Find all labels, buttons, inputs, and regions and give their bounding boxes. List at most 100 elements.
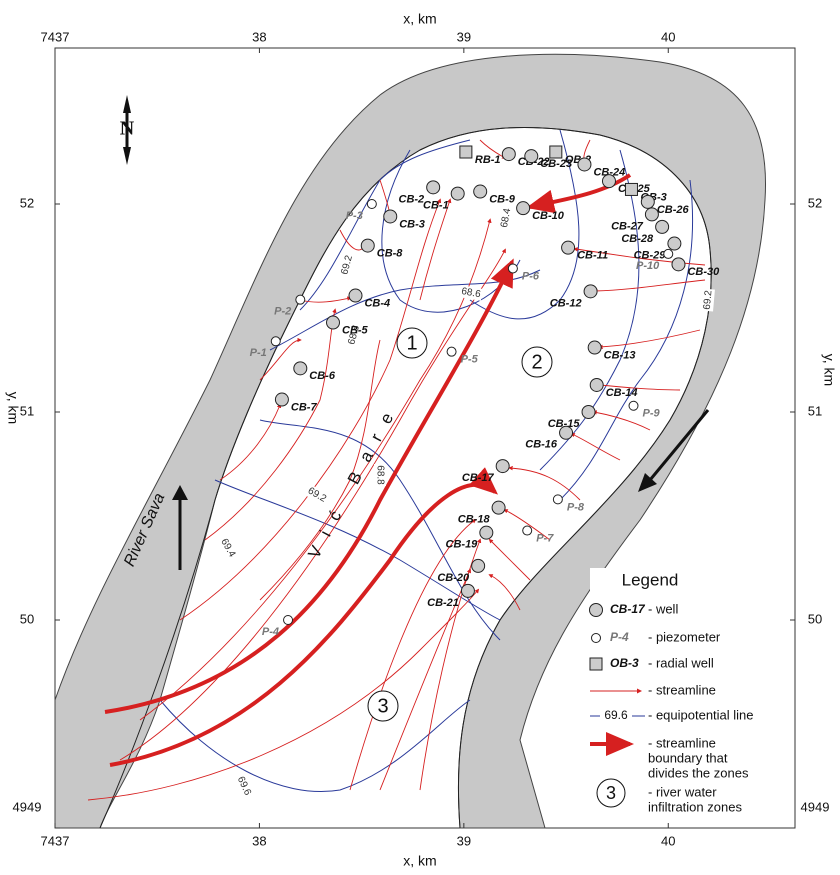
well-label: CB-12 bbox=[550, 297, 582, 309]
zone-marker bbox=[396, 327, 428, 359]
well-label: CB-21 bbox=[427, 597, 459, 609]
well bbox=[460, 583, 475, 598]
well bbox=[561, 240, 576, 255]
x-tick-label: 7437 bbox=[41, 29, 70, 44]
legend-text: - well bbox=[648, 601, 678, 616]
well bbox=[589, 377, 604, 392]
well-label: P-8 bbox=[567, 501, 585, 513]
legend-sample: CB-17 bbox=[610, 602, 646, 616]
zone-label: 1 bbox=[406, 332, 417, 354]
piezometer bbox=[270, 336, 281, 347]
well-label: CB-5 bbox=[342, 324, 369, 336]
radial-well bbox=[549, 145, 563, 159]
well bbox=[583, 284, 598, 299]
contour-label-bg bbox=[233, 773, 255, 799]
legend-text: - equipotential line bbox=[648, 707, 754, 722]
well bbox=[495, 459, 510, 474]
contour-label-bg bbox=[701, 288, 715, 312]
well-label: P-3 bbox=[346, 210, 363, 222]
well-label: CB-19 bbox=[446, 539, 479, 551]
zone-marker bbox=[367, 690, 399, 722]
well bbox=[293, 361, 308, 376]
well bbox=[471, 558, 486, 573]
well-label: CB-13 bbox=[604, 349, 636, 361]
well-label: CB-16 bbox=[525, 439, 558, 451]
well-label: CB-28 bbox=[621, 233, 654, 245]
well-label: RB-1 bbox=[475, 154, 501, 166]
legend-sample: P-4 bbox=[610, 630, 629, 644]
well-label: CB-20 bbox=[437, 572, 470, 584]
legend-text: - radial well bbox=[648, 655, 714, 670]
flow-arrow bbox=[638, 473, 657, 492]
y-axis-label: y, km bbox=[821, 354, 837, 386]
well-label: CB-24 bbox=[593, 166, 625, 178]
well bbox=[450, 186, 465, 201]
well bbox=[501, 147, 516, 162]
north-label: N bbox=[120, 118, 135, 140]
legend-sample: OB-3 bbox=[610, 656, 639, 670]
y-tick-label: 52 bbox=[20, 195, 34, 210]
well bbox=[383, 209, 398, 224]
contour-label: 68.8 bbox=[374, 465, 385, 485]
well-label: CB-8 bbox=[377, 248, 404, 260]
well bbox=[601, 174, 616, 189]
well bbox=[589, 603, 603, 617]
well-label: P-7 bbox=[536, 532, 554, 544]
x-axis-label: x, km bbox=[403, 11, 436, 27]
well bbox=[671, 257, 686, 272]
well-label: CB-2 bbox=[399, 193, 425, 205]
well-label: CB-7 bbox=[291, 401, 318, 413]
piezometer bbox=[283, 615, 294, 625]
contour-label-bg bbox=[498, 206, 514, 230]
contour-label-bg bbox=[217, 535, 239, 561]
flow-arrow bbox=[648, 409, 710, 481]
well-label: CB-23 bbox=[540, 158, 572, 170]
piezometer bbox=[663, 248, 674, 259]
well bbox=[426, 180, 441, 195]
well bbox=[581, 405, 596, 419]
legend-text: - piezometer bbox=[648, 629, 721, 644]
legend-text: - river water bbox=[648, 784, 717, 799]
well bbox=[559, 425, 574, 440]
contour-label: 69.2 bbox=[339, 254, 355, 276]
x-tick-label: 38 bbox=[252, 29, 266, 44]
well bbox=[479, 525, 494, 540]
well bbox=[326, 315, 341, 330]
legend-sample: 3 bbox=[606, 783, 616, 803]
well-label: CB-27 bbox=[611, 220, 644, 232]
contour-label: 68.8 bbox=[346, 324, 362, 346]
legend-text: boundary that bbox=[648, 750, 728, 765]
x-tick-label: 38 bbox=[252, 833, 266, 848]
well-label: CB-30 bbox=[687, 266, 720, 278]
well-label: CB-17 bbox=[462, 472, 495, 484]
well-label: CB-10 bbox=[532, 210, 565, 222]
legend: Legend CB-17- well P-4 - piezometer OB-3 - ra… bbox=[589, 570, 754, 814]
well-label: CB-4 bbox=[364, 297, 390, 309]
y-axis-label: y, km bbox=[5, 392, 21, 424]
piezometer bbox=[507, 263, 518, 274]
zone-label: 2 bbox=[531, 351, 542, 373]
well bbox=[473, 184, 488, 199]
legend-sample: 69.6 bbox=[604, 708, 628, 722]
contour-label-bg bbox=[374, 464, 386, 486]
well bbox=[577, 157, 592, 172]
y-tick-label: 50 bbox=[20, 611, 34, 626]
x-tick-label: 39 bbox=[457, 29, 471, 44]
well-label: CB-6 bbox=[309, 370, 336, 382]
x-tick-label: 7437 bbox=[41, 833, 70, 848]
zone-label: 3 bbox=[377, 695, 388, 717]
contour-label-bg bbox=[304, 484, 330, 506]
zone-marker bbox=[521, 346, 553, 378]
y-tick-label: 52 bbox=[808, 195, 822, 210]
well-label: P-2 bbox=[274, 306, 291, 318]
y-tick-label: 51 bbox=[808, 403, 822, 418]
well-label: P-6 bbox=[522, 270, 540, 282]
legend-title: Legend bbox=[622, 570, 679, 589]
well bbox=[587, 340, 602, 355]
well-label: CB-11 bbox=[577, 250, 608, 262]
piezometer bbox=[366, 199, 377, 209]
piezometer bbox=[628, 400, 639, 411]
well bbox=[524, 149, 539, 164]
aquifer-boundary bbox=[99, 126, 712, 829]
contour-label: 69.2 bbox=[702, 289, 715, 310]
